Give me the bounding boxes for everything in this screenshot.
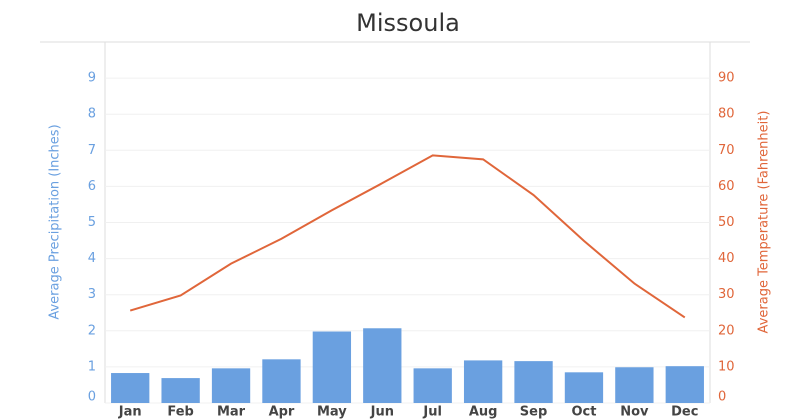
x-tick-label: Apr <box>269 405 295 419</box>
y-tick-label: 8 <box>88 107 96 122</box>
bar <box>312 331 352 403</box>
y2-tick-label: 0 <box>718 390 726 405</box>
y-tick-label: 1 <box>88 359 96 374</box>
y2-tick-label: 30 <box>718 287 735 302</box>
bar <box>363 328 402 403</box>
bar <box>262 359 301 403</box>
x-tick-label: Aug <box>469 405 498 419</box>
y-tick-label: 0 <box>88 390 96 405</box>
y2-tick-label: 10 <box>718 359 735 374</box>
y2-tick-label: 90 <box>718 71 735 86</box>
line <box>129 154 686 319</box>
bar <box>211 368 251 403</box>
y-axis-title: Average Precipitation (Inches) <box>48 124 63 319</box>
x-tick-label: Mar <box>217 405 246 419</box>
y2-axis-title: Average Temperature (Fahrenheit) <box>757 111 772 334</box>
bar <box>111 373 150 403</box>
x-tick-label: Jul <box>422 405 442 419</box>
x-tick-label: May <box>317 405 347 419</box>
bar <box>615 367 654 403</box>
y2-tick-label: 40 <box>718 251 735 266</box>
y-tick-label: 4 <box>88 251 96 266</box>
bar <box>564 372 604 403</box>
y2-tick-label: 50 <box>718 215 735 230</box>
x-tick-label: Oct <box>571 405 596 419</box>
x-tick-label: Nov <box>620 405 649 419</box>
y2-tick-label: 60 <box>718 179 735 194</box>
bar <box>463 360 503 403</box>
chart-title: Missoula <box>356 9 460 37</box>
y-tick-label: 3 <box>88 287 96 302</box>
y2-tick-label: 80 <box>718 107 735 122</box>
bar <box>413 368 452 403</box>
y-tick-label: 9 <box>88 71 96 86</box>
x-tick-label: Jan <box>118 405 142 419</box>
x-tick-label: Dec <box>671 405 698 419</box>
bar <box>161 378 200 403</box>
x-tick-label: Sep <box>520 405 548 419</box>
y-tick-label: 2 <box>88 323 96 338</box>
x-tick-label: Jun <box>370 405 394 419</box>
y2-tick-label: 70 <box>718 143 735 158</box>
y-tick-label: 6 <box>88 179 96 194</box>
y-tick-label: 7 <box>88 143 96 158</box>
y-tick-label: 5 <box>88 215 96 230</box>
y2-tick-label: 20 <box>718 323 735 338</box>
bar <box>665 366 704 403</box>
bar <box>514 361 553 403</box>
x-tick-label: Feb <box>167 405 193 419</box>
